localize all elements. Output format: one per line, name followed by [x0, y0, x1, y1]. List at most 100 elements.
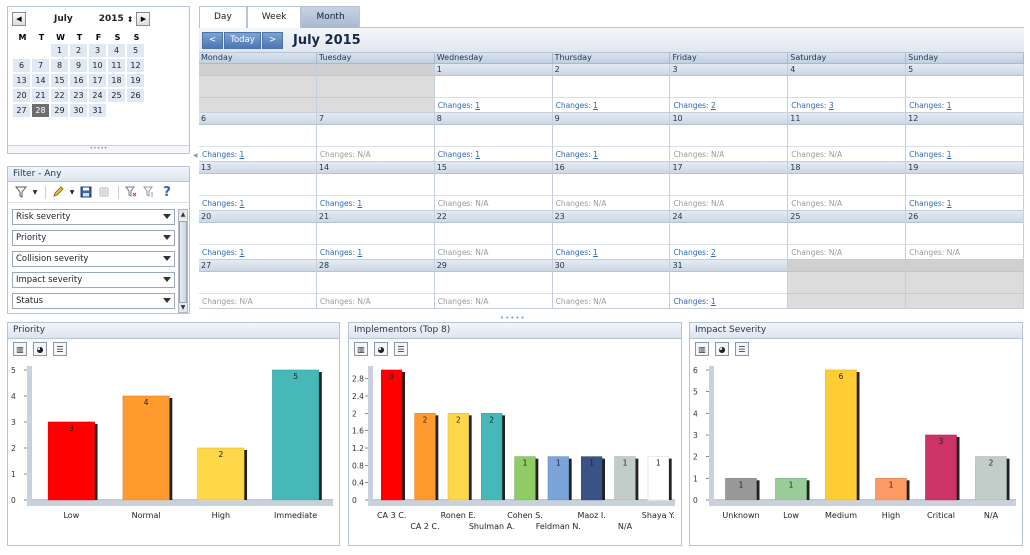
mini-calendar-day[interactable]: 16: [70, 74, 87, 87]
pie-chart-icon[interactable]: ◕: [33, 342, 47, 356]
calendar-day-cell[interactable]: 12 Changes: 1: [906, 113, 1025, 162]
bar-chart-icon[interactable]: ▥: [695, 342, 709, 356]
resize-grip[interactable]: •••••: [8, 145, 189, 153]
changes-link[interactable]: Changes: 1: [438, 150, 480, 159]
table-view-icon[interactable]: ☰: [53, 342, 67, 356]
calendar-day-cell[interactable]: 1 Changes: 1: [434, 64, 553, 113]
changes-count[interactable]: 1: [357, 199, 363, 208]
chevron-down-icon[interactable]: [163, 298, 171, 303]
changes-link[interactable]: Changes: 1: [438, 101, 480, 110]
calendar-day-cell[interactable]: 13 Changes: 1: [199, 162, 317, 211]
mini-calendar-day[interactable]: 22: [51, 89, 68, 102]
calendar-day-cell[interactable]: 10 Changes: N/A: [670, 113, 789, 162]
filter-scrollbar[interactable]: ▲ ▼: [178, 209, 188, 313]
filter-field-select[interactable]: Status: [12, 293, 175, 309]
mini-calendar-day[interactable]: 28: [32, 104, 49, 117]
collapse-arrow-icon[interactable]: ◀: [193, 152, 198, 159]
mini-calendar-day[interactable]: 1: [51, 44, 68, 57]
mini-calendar-day[interactable]: 5: [127, 44, 144, 57]
filter-field-select[interactable]: Impact severity: [12, 272, 175, 288]
calendar-day-cell[interactable]: 5 Changes: 1: [906, 64, 1025, 113]
mini-calendar-day[interactable]: 30: [70, 104, 87, 117]
mini-calendar-day[interactable]: 20: [13, 89, 30, 102]
changes-count[interactable]: 2: [710, 101, 716, 110]
changes-link[interactable]: Changes: 1: [909, 150, 951, 159]
mini-calendar-day[interactable]: 14: [32, 74, 49, 87]
changes-count[interactable]: 2: [710, 248, 716, 257]
calendar-day-cell[interactable]: 6 Changes: 1: [199, 113, 317, 162]
calendar-day-cell[interactable]: 20 Changes: 1: [199, 211, 317, 260]
mini-calendar-day[interactable]: 25: [108, 89, 125, 102]
pie-chart-icon[interactable]: ◕: [715, 342, 729, 356]
changes-link[interactable]: Changes: 1: [202, 199, 244, 208]
tab-month[interactable]: Month: [301, 6, 360, 28]
changes-link[interactable]: Changes: 1: [556, 248, 598, 257]
calendar-day-cell[interactable]: 15 Changes: N/A: [434, 162, 553, 211]
changes-link[interactable]: Changes: 1: [909, 101, 951, 110]
mini-calendar-day[interactable]: 31: [89, 104, 106, 117]
mini-calendar-day[interactable]: 27: [13, 104, 30, 117]
calendar-day-cell[interactable]: 7 Changes: N/A: [316, 113, 435, 162]
calendar-day-cell[interactable]: 24 Changes: 2: [670, 211, 789, 260]
filter-field-select[interactable]: Priority: [12, 230, 175, 246]
filter-funnel-icon[interactable]: [13, 184, 29, 200]
mini-calendar-day[interactable]: 19: [127, 74, 144, 87]
calendar-day-cell[interactable]: 23 Changes: 1: [552, 211, 671, 260]
mini-calendar-day[interactable]: 2: [70, 44, 87, 57]
next-month-button[interactable]: ▶: [136, 12, 151, 26]
changes-link[interactable]: Changes: 1: [320, 248, 362, 257]
changes-link[interactable]: Changes: 1: [202, 150, 244, 159]
mini-calendar-day[interactable]: 3: [89, 44, 106, 57]
changes-link[interactable]: Changes: 2: [673, 248, 715, 257]
next-month-nav-button[interactable]: >: [262, 31, 283, 49]
changes-link[interactable]: Changes: 1: [556, 150, 598, 159]
mini-calendar-year[interactable]: 2015: [98, 14, 124, 24]
changes-link[interactable]: Changes: 1: [673, 297, 715, 306]
mini-calendar-day[interactable]: 21: [32, 89, 49, 102]
scroll-up-icon[interactable]: ▲: [179, 210, 187, 219]
dropdown-arrow-icon[interactable]: ▼: [32, 188, 38, 196]
mini-calendar-day[interactable]: 15: [51, 74, 68, 87]
changes-link[interactable]: Changes: 1: [909, 199, 951, 208]
bar-chart-icon[interactable]: ▥: [13, 342, 27, 356]
calendar-day-cell[interactable]: 25 Changes: N/A: [788, 211, 907, 260]
calendar-day-cell[interactable]: 28 Changes: N/A: [316, 260, 435, 309]
changes-link[interactable]: Changes: 1: [320, 199, 362, 208]
calendar-day-cell[interactable]: 4 Changes: 3: [788, 64, 907, 113]
mini-calendar-day[interactable]: 10: [89, 59, 106, 72]
clear-icon[interactable]: [96, 184, 112, 200]
changes-count[interactable]: 1: [357, 248, 363, 257]
changes-count[interactable]: 1: [593, 150, 598, 159]
changes-link[interactable]: Changes: 3: [791, 101, 833, 110]
changes-count[interactable]: 3: [828, 101, 834, 110]
prev-month-button[interactable]: ◀: [12, 12, 26, 26]
calendar-day-cell[interactable]: 29 Changes: N/A: [434, 260, 553, 309]
mini-calendar-day[interactable]: 11: [108, 59, 125, 72]
changes-count[interactable]: 1: [710, 297, 716, 306]
chevron-down-icon[interactable]: [163, 214, 171, 219]
mini-calendar-day[interactable]: 13: [13, 74, 30, 87]
calendar-day-cell[interactable]: 19 Changes: 1: [906, 162, 1025, 211]
changes-count[interactable]: 1: [946, 101, 952, 110]
mini-calendar-day[interactable]: 26: [127, 89, 144, 102]
remove-filter-icon[interactable]: [141, 184, 157, 200]
save-icon[interactable]: [78, 184, 94, 200]
mini-calendar-day[interactable]: 17: [89, 74, 106, 87]
changes-count[interactable]: 1: [475, 150, 481, 159]
calendar-day-cell[interactable]: 27 Changes: N/A: [199, 260, 317, 309]
calendar-day-cell[interactable]: 18 Changes: N/A: [788, 162, 907, 211]
changes-link[interactable]: Changes: 1: [202, 248, 244, 257]
calendar-day-cell[interactable]: 11 Changes: N/A: [788, 113, 907, 162]
mini-calendar-day[interactable]: 18: [108, 74, 125, 87]
changes-count[interactable]: 1: [593, 101, 598, 110]
vertical-splitter[interactable]: ◀: [193, 6, 198, 314]
today-button[interactable]: Today: [224, 31, 261, 49]
mini-calendar-day[interactable]: 8: [51, 59, 68, 72]
year-spinner-icon[interactable]: ⬍: [126, 14, 134, 24]
horizontal-splitter[interactable]: •••••: [500, 314, 526, 322]
chevron-down-icon[interactable]: [163, 256, 171, 261]
calendar-day-cell[interactable]: 17 Changes: N/A: [670, 162, 789, 211]
tab-week[interactable]: Week: [246, 6, 302, 28]
mini-calendar-day[interactable]: 4: [108, 44, 125, 57]
mini-calendar-day[interactable]: 23: [70, 89, 87, 102]
